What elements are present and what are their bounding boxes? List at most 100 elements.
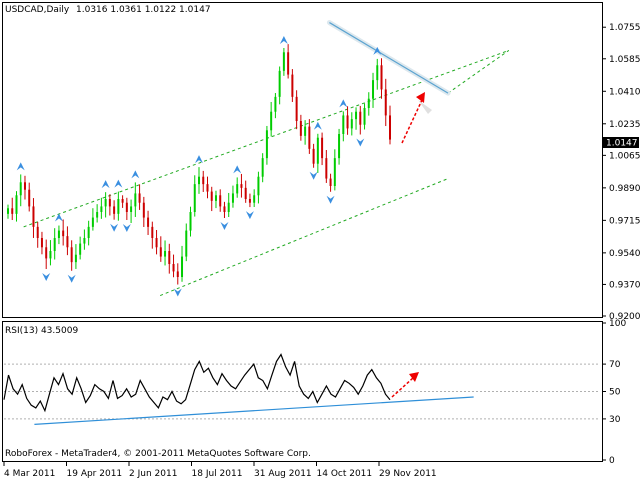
x-tick-label: 19 Apr 2011 <box>67 469 123 479</box>
candle-body <box>83 238 86 244</box>
candle-body <box>36 226 39 238</box>
candle-body <box>87 226 90 238</box>
candle-body <box>28 189 31 207</box>
candle-body <box>244 187 247 199</box>
candle-body <box>312 148 315 164</box>
candle-body <box>91 217 94 227</box>
candle-body <box>138 193 141 203</box>
rsi-axis: 100 70 50 30 0 <box>602 319 626 466</box>
candle-body <box>223 206 226 212</box>
candle-body <box>257 176 260 196</box>
candle-body <box>113 206 116 214</box>
candle-body <box>104 199 107 207</box>
forecast-arrow-line <box>401 99 423 144</box>
candle-body <box>202 176 205 185</box>
rsi-tick-label: 50 <box>609 388 621 398</box>
fractal-up-icon <box>131 170 140 179</box>
price-tick-label: 1.0065 <box>609 151 640 161</box>
price-plot <box>7 20 510 297</box>
fractal-up-icon <box>101 180 110 189</box>
candle-body <box>261 158 264 177</box>
candle-body <box>130 206 133 212</box>
candle-body <box>227 202 230 212</box>
price-tick-label: 0.9890 <box>609 184 640 194</box>
candle-body <box>316 137 319 164</box>
candle-body <box>265 130 268 159</box>
candle-body <box>151 226 154 238</box>
candle-body <box>172 264 175 272</box>
candle-body <box>308 126 311 149</box>
candle-body <box>333 158 336 186</box>
candle-body <box>40 238 43 248</box>
candle-body <box>159 247 162 257</box>
candle-body <box>206 184 209 192</box>
footer-copyright: RoboForex - MetaTrader4, © 2001-2011 Met… <box>5 449 311 459</box>
candle-body <box>342 115 345 134</box>
candle-body <box>66 236 69 248</box>
price-tick-label: 0.9370 <box>609 280 640 290</box>
fractal-up-icon <box>54 213 63 222</box>
rsi-tick-label: 70 <box>609 360 621 370</box>
candle-body <box>11 208 14 214</box>
x-tick-label: 18 Jul 2011 <box>192 469 243 479</box>
x-tick-label: 14 Oct 2011 <box>317 469 373 479</box>
candle-body <box>248 199 251 203</box>
candle-body <box>100 206 103 212</box>
fractal-down-icon <box>122 223 131 232</box>
candle-body <box>291 74 294 97</box>
fractal-down-icon <box>42 273 51 282</box>
candle-body <box>62 230 65 237</box>
candle-body <box>389 115 391 140</box>
x-tick-label: 2 Jun 2011 <box>129 469 177 479</box>
x-tick-label: 29 Nov 2011 <box>379 469 437 479</box>
price-panel-frame <box>2 2 603 318</box>
price-tick-label: 0.9200 <box>609 312 640 322</box>
candle-body <box>287 52 290 75</box>
price-tick-label: 1.0410 <box>609 87 640 97</box>
fractal-up-icon <box>373 46 382 55</box>
candle-body <box>155 238 158 248</box>
fractal-down-icon <box>245 211 254 220</box>
candle-body <box>363 108 366 125</box>
candle-body <box>32 206 35 227</box>
candle-body <box>181 256 184 277</box>
candle-body <box>384 89 387 116</box>
candle-body <box>359 111 362 125</box>
candle-body <box>49 251 52 259</box>
candle-body <box>164 251 167 257</box>
candle-body <box>15 195 18 214</box>
x-tick-label: 4 Mar 2011 <box>4 469 55 479</box>
resistance-line <box>329 22 449 94</box>
candle-body <box>367 98 370 108</box>
ohlc-readout: 1.0316 1.0361 1.0122 1.0147 <box>76 5 211 15</box>
candle-body <box>142 202 145 218</box>
candle-body <box>274 96 277 112</box>
candle-body <box>96 212 99 218</box>
candle-body <box>185 230 188 257</box>
candle-body <box>355 111 358 120</box>
candle-body <box>121 199 124 203</box>
candle-body <box>282 52 285 71</box>
candle-body <box>134 193 137 207</box>
fractal-up-icon <box>16 162 25 171</box>
fractal-down-icon <box>326 195 335 204</box>
fractal-up-icon <box>279 35 288 44</box>
fractal-down-icon <box>173 288 182 297</box>
rsi-forecast-arrow-head-icon <box>409 372 419 382</box>
forecast-arrow-head-icon <box>416 92 425 103</box>
candle-body <box>295 96 298 121</box>
price-tick-label: 1.0755 <box>609 23 640 33</box>
candle-body <box>189 212 192 231</box>
candle-body <box>321 137 324 159</box>
candle-body <box>350 119 353 129</box>
price-tick-label: 1.0235 <box>609 120 640 130</box>
candle-body <box>108 199 111 207</box>
rsi-plot <box>3 353 600 425</box>
candle-body <box>45 247 48 259</box>
candle-body <box>304 126 307 136</box>
last-price-badge <box>603 137 639 148</box>
fractal-down-icon <box>67 274 76 283</box>
candle-body <box>376 65 379 81</box>
rsi-tick-label: 30 <box>609 415 621 425</box>
